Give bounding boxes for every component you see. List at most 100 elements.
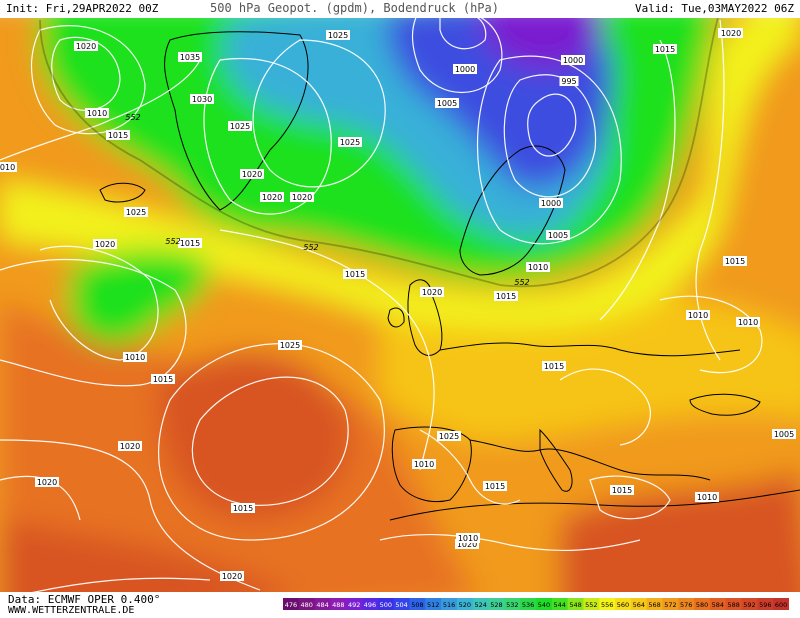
isobar-label: 1025 bbox=[437, 431, 461, 441]
isobar-label-bg bbox=[35, 477, 59, 487]
isobar-label-text: 1020 bbox=[262, 193, 282, 202]
isobar-label-bg bbox=[220, 571, 244, 581]
scale-value: 556 bbox=[601, 601, 613, 609]
isobar-label-text: 1035 bbox=[180, 53, 200, 62]
isobar-label-bg bbox=[420, 287, 444, 297]
isobar-label-bg bbox=[178, 52, 202, 62]
isobar-label-text: 1015 bbox=[345, 270, 365, 279]
isobar-label-text: 1010 bbox=[688, 311, 708, 320]
isobar-label-bg bbox=[343, 269, 367, 279]
scale-swatch bbox=[314, 598, 331, 610]
scale-swatch bbox=[504, 598, 521, 610]
scale-value: 496 bbox=[364, 601, 376, 609]
scale-swatch bbox=[709, 598, 727, 610]
isobar-label: 1015 bbox=[723, 256, 747, 266]
isobar-label: 1015 bbox=[494, 291, 518, 301]
scale-value: 500 bbox=[380, 601, 392, 609]
isobar-label-text: 1010 bbox=[414, 460, 434, 469]
isobar-label: 1020 bbox=[420, 287, 444, 297]
isobar-label-bg bbox=[736, 317, 760, 327]
isobar-label-text: 1025 bbox=[439, 432, 459, 441]
isobar-label-text: 1025 bbox=[328, 31, 348, 40]
isobar-label: 1000 bbox=[539, 198, 563, 208]
isobar-label-text: 1020 bbox=[457, 540, 477, 549]
scale-swatch bbox=[488, 598, 505, 610]
isobar-label: 1025 bbox=[326, 30, 350, 40]
isobar-label-bg bbox=[240, 169, 264, 179]
isobar-label: 1010 bbox=[526, 262, 550, 272]
isobar-label-bg bbox=[0, 162, 17, 172]
isobar-label-text: 1010 bbox=[458, 534, 478, 543]
isobar-label: 1015 bbox=[231, 503, 255, 513]
geopotential-label: 552 bbox=[303, 243, 318, 252]
isobar-label: 1020 bbox=[118, 441, 142, 451]
scale-value: 568 bbox=[648, 601, 660, 609]
isobar-label-bg bbox=[772, 429, 796, 439]
isobar-label-bg bbox=[653, 44, 677, 54]
scale-value: 484 bbox=[316, 601, 328, 609]
isobar-label-bg bbox=[437, 431, 461, 441]
black-sea-coast bbox=[689, 393, 761, 416]
scale-swatch bbox=[330, 598, 347, 610]
isobar-label: 1025 bbox=[124, 207, 148, 217]
isobar-label: 1015 bbox=[653, 44, 677, 54]
isobar-label-text: 1015 bbox=[153, 375, 173, 384]
scale-swatch bbox=[551, 598, 569, 610]
isobar-label: 1010 bbox=[695, 492, 719, 502]
isobar-label-text: 1025 bbox=[340, 138, 360, 147]
isobar-label-text: 1000 bbox=[541, 199, 561, 208]
scale-swatch bbox=[757, 598, 774, 610]
isobar-label-bg bbox=[494, 291, 518, 301]
scale-value: 540 bbox=[538, 601, 550, 609]
scale-value: 560 bbox=[617, 601, 629, 609]
isobar-label-text: 1020 bbox=[37, 478, 57, 487]
isobar-label-text: 1025 bbox=[126, 208, 146, 217]
isobar-label: 1000 bbox=[561, 55, 585, 65]
isobar-label: 1020 bbox=[290, 192, 314, 202]
scale-value: 516 bbox=[443, 601, 455, 609]
chart-footer: Data: ECMWF OPER 0.400° WWW.WETTERZENTRA… bbox=[0, 592, 800, 618]
isobar-label: 1010 bbox=[456, 533, 480, 543]
isobar-label-bg bbox=[123, 352, 147, 362]
isobar-label-text: 1015 bbox=[496, 292, 516, 301]
isobar-label-bg bbox=[719, 28, 743, 38]
isobar-label-bg bbox=[118, 441, 142, 451]
field-redorange bbox=[158, 352, 350, 520]
isobar-label-text: 1020 bbox=[721, 29, 741, 38]
chart-header: Init: Fri,29APR2022 00Z 500 hPa Geopot. … bbox=[0, 0, 800, 18]
isobar-label: 1020 bbox=[719, 28, 743, 38]
geopotential-label: 552 bbox=[514, 278, 529, 287]
isobar-label-bg bbox=[178, 238, 202, 248]
isobar-label-text: 1020 bbox=[222, 572, 242, 581]
isobar-label: 1015 bbox=[542, 361, 566, 371]
isobar-label: 1035 bbox=[178, 52, 202, 62]
scale-value: 532 bbox=[506, 601, 518, 609]
isobar-label: 1010 bbox=[412, 459, 436, 469]
scale-swatch bbox=[393, 598, 410, 610]
isobar-label-bg bbox=[412, 459, 436, 469]
isobar-label-text: 1015 bbox=[485, 482, 505, 491]
scale-value: 520 bbox=[459, 601, 471, 609]
isobar-label-bg bbox=[455, 539, 479, 549]
scale-swatch bbox=[377, 598, 395, 610]
isobar-label-bg bbox=[85, 108, 109, 118]
isobar-label-text: 995 bbox=[561, 77, 576, 86]
field-yellow bbox=[0, 18, 800, 330]
scale-swatch bbox=[599, 598, 616, 610]
scale-swatch bbox=[630, 598, 648, 610]
isobar-label-text: 1010 bbox=[0, 163, 15, 172]
init-time-label: Init: Fri,29APR2022 00Z bbox=[6, 2, 159, 15]
data-source-label: Data: ECMWF OPER 0.400° bbox=[8, 593, 161, 606]
isobar-label-bg bbox=[559, 76, 579, 86]
scale-value: 600 bbox=[775, 601, 787, 609]
isobar-label: 1025 bbox=[338, 137, 362, 147]
isobar-label-text: 1015 bbox=[544, 362, 564, 371]
geopotential-labels: 552 552 552 552 bbox=[125, 113, 529, 287]
isobar-label: 1005 bbox=[435, 98, 459, 108]
isobar-label-bg bbox=[228, 121, 252, 131]
isobar-label-text: 1010 bbox=[125, 353, 145, 362]
scale-swatch bbox=[456, 598, 474, 610]
geopotential-label: 552 bbox=[165, 237, 180, 246]
scandinavia-coast bbox=[459, 145, 566, 276]
geopotential-552-line bbox=[39, 18, 719, 288]
